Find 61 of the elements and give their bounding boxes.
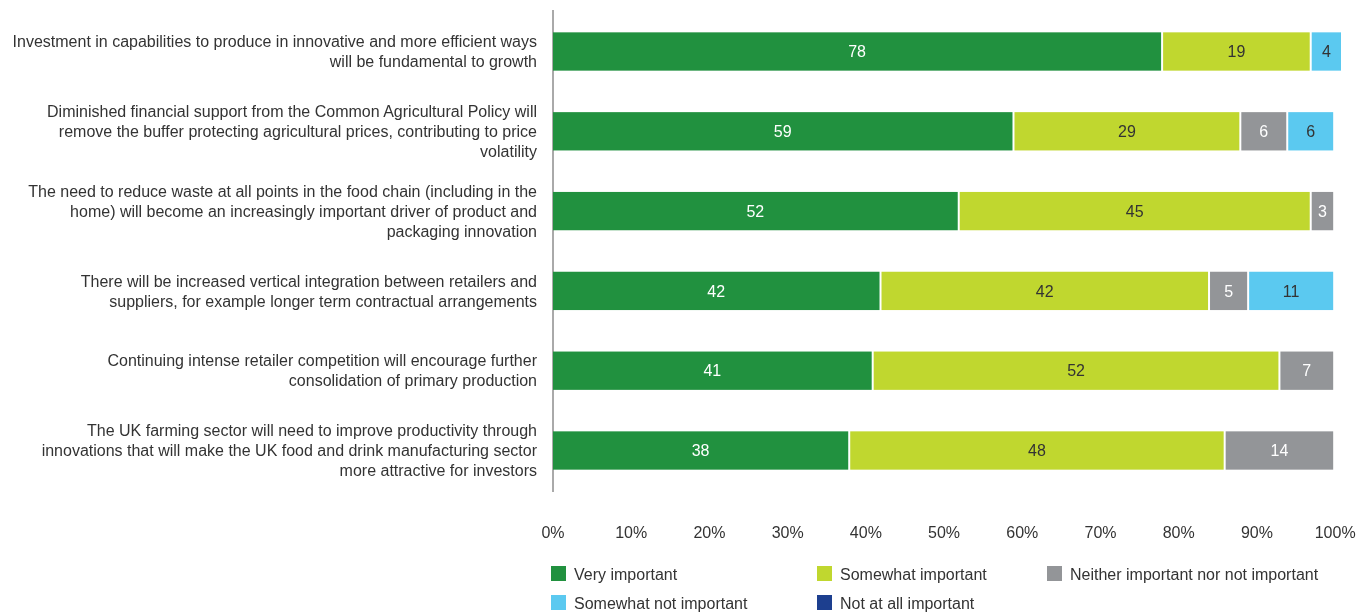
x-tick-label: 60% [1006,524,1039,541]
data-label: 52 [1067,362,1086,380]
bar [1163,32,1310,71]
data-label: 4 [1321,43,1331,61]
data-label: 11 [1282,282,1300,300]
data-label: 6 [1259,122,1269,140]
bar [1288,112,1334,151]
x-tick-label: 50% [928,524,961,541]
data-label: 78 [848,43,867,61]
x-tick-label: 100% [1314,524,1356,541]
data-label: 3 [1317,202,1327,220]
x-tick-label: 10% [615,524,648,541]
data-label: 14 [1270,442,1289,460]
x-tick-label: 80% [1162,524,1195,541]
bar [1225,431,1334,470]
bar [1311,32,1341,71]
bar [1280,351,1334,390]
x-tick-label: 30% [771,524,804,541]
y-tick-label: Diminished financial support from the Common Agricultural Policy will remove the buffer protecting agricultural prices, contributing to price volatility [47,102,538,160]
y-tick-label: The UK farming sector will need to improve productivity through innovations that will make the UK food and drink manufacturing sector more attractive for investors [41,422,538,480]
bar [553,191,958,231]
data-label: 29 [1118,122,1136,140]
x-tick-label: 0% [541,524,565,541]
legend-label: Neither important nor not important [1070,565,1319,583]
x-tick-label: 70% [1084,524,1117,541]
bar [881,271,1209,311]
x-tick-label: 40% [849,524,882,541]
y-tick-label: The need to reduce waste at all points in the food chain (including in the home) will become an increasingly important driver of product and packaging innovation [28,182,538,240]
bar [1241,112,1287,151]
bar [553,351,872,390]
bar [553,112,1013,151]
y-tick-label: There will be increased vertical integration between retailers and suppliers, for example longer term contractual arrangements [80,272,537,310]
data-label: 19 [1227,43,1246,61]
y-tick-label: Investment in capabilities to produce in innovative and more efficient ways will be fundamental to growth [12,33,537,71]
x-tick-label: 90% [1240,524,1273,541]
bar [873,351,1279,390]
data-label: 48 [1028,442,1046,460]
data-label: 45 [1125,202,1144,220]
x-tick-label: 20% [693,524,726,541]
data-label: 42 [707,282,726,300]
data-label: 41 [703,362,722,380]
bar [850,431,1224,470]
legend-label: Very important [574,565,678,583]
bar [959,191,1310,231]
legend-label: Not at all important [840,594,975,612]
data-label: 42 [1035,282,1054,300]
data-label: 5 [1224,282,1234,300]
bar [553,271,880,311]
data-label: 59 [773,122,792,140]
y-tick-label: Continuing intense retailer competition will encourage further consolidation of primary production [107,352,538,390]
data-label: 52 [746,202,765,220]
data-label: 38 [691,442,710,460]
bar [553,431,849,470]
legend-label: Somewhat not important [574,594,748,612]
legend-label: Somewhat important [840,565,988,583]
bar [1210,271,1248,311]
data-label: 7 [1302,362,1312,380]
data-label: 6 [1306,122,1316,140]
bar [1014,112,1240,151]
bar [1249,271,1334,311]
bar [553,32,1162,71]
